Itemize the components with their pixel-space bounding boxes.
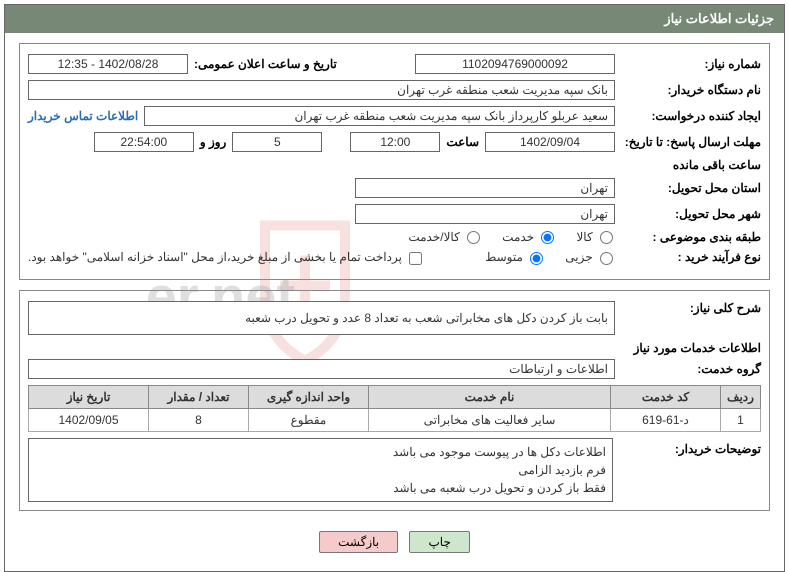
goods-radio-wrap[interactable]: کالا bbox=[576, 230, 615, 244]
requester-label: ایجاد کننده درخواست: bbox=[621, 109, 761, 123]
need-no-label: شماره نیاز: bbox=[621, 57, 761, 71]
need-summary-value: بابت باز کردن دکل های مخابراتی شعب به تع… bbox=[28, 301, 615, 335]
table-row: 1 د-61-619 سایر فعالیت های مخابراتی مقطو… bbox=[29, 408, 761, 431]
col-qty: تعداد / مقدار bbox=[149, 385, 249, 408]
service-radio-label: خدمت bbox=[502, 230, 534, 244]
info-fieldset: شماره نیاز: 1102094769000092 تاریخ و ساع… bbox=[19, 43, 770, 280]
days-left-value: 5 bbox=[232, 132, 322, 152]
table-header-row: ردیف کد خدمت نام خدمت واحد اندازه گیری ت… bbox=[29, 385, 761, 408]
province-value: تهران bbox=[355, 178, 615, 198]
city-label: شهر محل تحویل: bbox=[621, 207, 761, 221]
announce-dt-label: تاریخ و ساعت اعلان عمومی: bbox=[194, 57, 337, 71]
medium-radio[interactable] bbox=[530, 252, 543, 265]
print-button[interactable]: چاپ bbox=[409, 531, 469, 553]
col-code: کد خدمت bbox=[611, 385, 721, 408]
cell-name: سایر فعالیت های مخابراتی bbox=[369, 408, 611, 431]
buyer-org-label: نام دستگاه خریدار: bbox=[621, 83, 761, 97]
time-word: ساعت bbox=[446, 135, 479, 149]
panel-title: جزئیات اطلاعات نیاز bbox=[5, 5, 784, 33]
buyer-org-value: بانک سپه مدیریت شعب منطقه غرب تهران bbox=[28, 80, 615, 100]
goods-radio-label: کالا bbox=[576, 230, 592, 244]
col-name: نام خدمت bbox=[369, 385, 611, 408]
requester-value: سعید عربلو کارپرداز بانک سپه مدیریت شعب … bbox=[144, 106, 615, 126]
remaining-word: ساعت باقی مانده bbox=[673, 158, 761, 172]
minor-radio-label: جزیی bbox=[565, 250, 592, 264]
goods-service-radio-label: کالا/خدمت bbox=[408, 230, 459, 244]
goods-service-radio[interactable] bbox=[467, 231, 480, 244]
service-radio-wrap[interactable]: خدمت bbox=[502, 230, 556, 244]
need-no-value: 1102094769000092 bbox=[415, 54, 615, 74]
announce-dt-value: 1402/08/28 - 12:35 bbox=[28, 54, 188, 74]
button-bar: چاپ بازگشت bbox=[19, 521, 770, 557]
back-button[interactable]: بازگشت bbox=[319, 531, 398, 553]
time-left-value: 22:54:00 bbox=[94, 132, 194, 152]
province-label: استان محل تحویل: bbox=[621, 181, 761, 195]
need-detail-fieldset: شرح کلی نیاز: بابت باز کردن دکل های مخاب… bbox=[19, 290, 770, 511]
buyer-notes-value: اطلاعات دکل ها در پیوست موجود می باشد فر… bbox=[28, 438, 613, 502]
cell-date: 1402/09/05 bbox=[29, 408, 149, 431]
goods-radio[interactable] bbox=[600, 231, 613, 244]
deadline-time-value: 12:00 bbox=[350, 132, 440, 152]
services-info-heading: اطلاعات خدمات مورد نیاز bbox=[28, 341, 761, 355]
treasury-checkbox-wrap[interactable]: پرداخت تمام یا بخشی از مبلغ خرید،از محل … bbox=[28, 250, 426, 264]
city-value: تهران bbox=[355, 204, 615, 224]
cell-unit: مقطوع bbox=[249, 408, 369, 431]
days-and-word: روز و bbox=[200, 135, 227, 149]
service-group-label: گروه خدمت: bbox=[621, 362, 761, 376]
medium-radio-wrap[interactable]: متوسط bbox=[485, 250, 545, 264]
details-panel: جزئیات اطلاعات نیاز شماره نیاز: 11020947… bbox=[4, 4, 785, 572]
service-radio[interactable] bbox=[541, 231, 554, 244]
col-date: تاریخ نیاز bbox=[29, 385, 149, 408]
buyer-contact-link[interactable]: اطلاعات تماس خریدار bbox=[28, 109, 138, 123]
services-table: ردیف کد خدمت نام خدمت واحد اندازه گیری ت… bbox=[28, 385, 761, 432]
purchase-type-label: نوع فرآیند خرید : bbox=[621, 250, 761, 264]
deadline-label: مهلت ارسال پاسخ: تا تاریخ: bbox=[621, 135, 761, 149]
buyer-notes-label: توضیحات خریدار: bbox=[621, 438, 761, 456]
service-group-value: اطلاعات و ارتباطات bbox=[28, 359, 615, 379]
col-index: ردیف bbox=[721, 385, 761, 408]
treasury-note: پرداخت تمام یا بخشی از مبلغ خرید،از محل … bbox=[28, 250, 402, 264]
col-unit: واحد اندازه گیری bbox=[249, 385, 369, 408]
treasury-checkbox[interactable] bbox=[409, 252, 422, 265]
goods-service-radio-wrap[interactable]: کالا/خدمت bbox=[408, 230, 482, 244]
cell-qty: 8 bbox=[149, 408, 249, 431]
subject-class-label: طبقه بندی موضوعی : bbox=[621, 230, 761, 244]
minor-radio-wrap[interactable]: جزیی bbox=[565, 250, 615, 264]
need-summary-label: شرح کلی نیاز: bbox=[621, 301, 761, 315]
minor-radio[interactable] bbox=[600, 252, 613, 265]
deadline-date-value: 1402/09/04 bbox=[485, 132, 615, 152]
medium-radio-label: متوسط bbox=[485, 250, 523, 264]
cell-code: د-61-619 bbox=[611, 408, 721, 431]
cell-index: 1 bbox=[721, 408, 761, 431]
